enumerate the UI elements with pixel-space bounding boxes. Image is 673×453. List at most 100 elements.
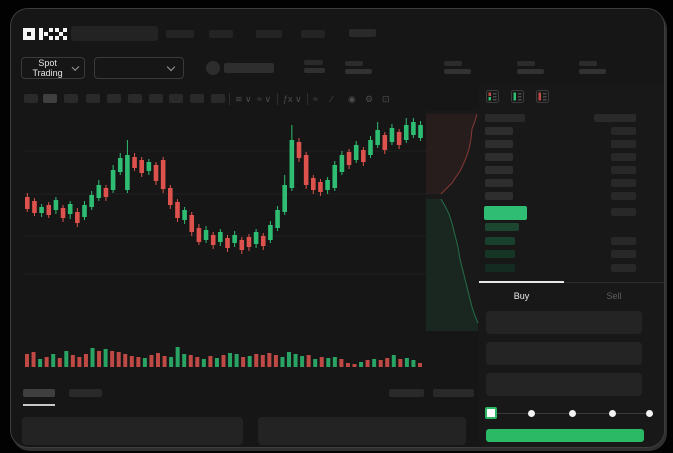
- top-nav-item[interactable]: [209, 30, 233, 38]
- bottom-tab-inactive[interactable]: [69, 389, 102, 397]
- volume-bar: [319, 357, 324, 367]
- candle-body: [239, 240, 245, 250]
- ask-price-placeholder[interactable]: [485, 179, 513, 187]
- timeframe-button[interactable]: [23, 94, 38, 103]
- snapshot-icon[interactable]: ◉: [348, 94, 356, 104]
- slider-stop[interactable]: [609, 410, 616, 417]
- slider-stop[interactable]: [646, 410, 653, 417]
- volume-bar: [234, 354, 239, 367]
- volume-bar: [418, 363, 422, 367]
- bid-amount-placeholder: [611, 236, 636, 245]
- volume-bar: [411, 360, 416, 367]
- slider-stop[interactable]: [569, 410, 576, 417]
- top-nav-item[interactable]: [166, 30, 194, 38]
- volume-bar: [260, 355, 265, 367]
- volume-bar: [359, 362, 364, 367]
- price-input[interactable]: [486, 311, 642, 334]
- timeframe-button[interactable]: [211, 94, 225, 103]
- top-nav-item[interactable]: [301, 30, 325, 38]
- candle-body: [82, 205, 87, 217]
- volume-bar: [306, 355, 311, 367]
- candle-body: [46, 205, 52, 215]
- price-placeholder: [304, 60, 323, 65]
- timeframe-button[interactable]: [64, 94, 79, 103]
- book-asks-icon[interactable]: [536, 90, 549, 103]
- candle-body: [346, 152, 352, 165]
- bottom-right-link-1[interactable]: [389, 389, 424, 397]
- ask-price-placeholder[interactable]: [485, 153, 513, 161]
- ask-amount-placeholder: [611, 153, 636, 161]
- volume-bar: [57, 358, 62, 367]
- candle-body: [403, 125, 409, 140]
- candle-style-icon[interactable]: ≋ ∨: [235, 94, 252, 104]
- volume-bar: [116, 352, 121, 367]
- open-orders-panel: [22, 417, 243, 445]
- stat-label-placeholder: [517, 61, 535, 66]
- toolbar-divider: [277, 93, 278, 105]
- candle-body: [339, 155, 345, 172]
- timeframe-button[interactable]: [190, 94, 205, 103]
- volume-bar: [378, 360, 383, 367]
- volume-bar: [70, 355, 75, 367]
- market-type-dropdown[interactable]: Spot Trading: [21, 57, 85, 79]
- bid-price-placeholder[interactable]: [485, 250, 515, 258]
- timeframe-button[interactable]: [42, 94, 57, 103]
- candle-body: [96, 185, 102, 198]
- timeframe-button[interactable]: [86, 94, 100, 103]
- buy-submit-button[interactable]: [486, 429, 644, 442]
- candle-body: [311, 178, 316, 190]
- tab-buy[interactable]: Buy: [513, 291, 530, 301]
- bid-price-placeholder[interactable]: [485, 263, 515, 272]
- market-type-label: Spot Trading: [32, 58, 63, 78]
- timeframe-button[interactable]: [148, 94, 163, 103]
- book-bids-icon[interactable]: [511, 90, 524, 103]
- bottom-right-link-2[interactable]: [433, 389, 474, 397]
- pair-dropdown[interactable]: [94, 57, 184, 79]
- candle-body: [210, 235, 216, 245]
- ask-price-placeholder[interactable]: [485, 140, 513, 148]
- candle-body: [168, 188, 173, 205]
- total-input[interactable]: [486, 373, 642, 396]
- candle-body: [110, 170, 116, 190]
- bid-price-placeholder[interactable]: [485, 223, 519, 231]
- volume-bar: [267, 353, 272, 367]
- global-search-input[interactable]: [71, 26, 158, 41]
- ask-price-placeholder[interactable]: [485, 166, 513, 174]
- volume-bar: [169, 357, 174, 367]
- top-right-menu-placeholder[interactable]: [349, 29, 376, 37]
- book-combined-icon[interactable]: [486, 90, 499, 103]
- volume-bar: [156, 353, 160, 367]
- volume-bar: [221, 355, 226, 367]
- indicators-icon[interactable]: ƒx ∨: [283, 94, 302, 104]
- timeframe-button[interactable]: [169, 94, 184, 103]
- ask-price-placeholder[interactable]: [485, 127, 513, 135]
- compare-icon[interactable]: ≈: [313, 94, 318, 104]
- top-nav-item[interactable]: [256, 30, 282, 38]
- slider-handle[interactable]: [485, 407, 497, 419]
- amount-input[interactable]: [486, 342, 642, 365]
- bids-depth-line: [440, 198, 479, 324]
- okx-logo[interactable]: [23, 27, 67, 41]
- ask-amount-placeholder: [611, 166, 636, 174]
- timeframe-button[interactable]: [107, 94, 121, 103]
- toolbar-divider: [307, 93, 308, 105]
- chart-settings-icon[interactable]: ⚙: [365, 94, 374, 104]
- slider-stop[interactable]: [528, 410, 535, 417]
- draw-tools-icon[interactable]: ∕: [331, 94, 333, 104]
- bid-amount-placeholder: [611, 250, 636, 258]
- timeframe-button[interactable]: [127, 94, 142, 103]
- candle-body: [132, 157, 137, 168]
- candle-body: [353, 145, 359, 160]
- bid-price-placeholder[interactable]: [485, 236, 515, 245]
- line-style-icon[interactable]: ≈ ∨: [257, 94, 272, 104]
- tab-sell[interactable]: Sell: [606, 291, 622, 301]
- fullscreen-icon[interactable]: ⊡: [382, 94, 390, 104]
- bottom-tab-active[interactable]: [23, 389, 55, 397]
- candle-body: [368, 140, 373, 155]
- candlestick-chart[interactable]: [23, 111, 428, 371]
- volume-bar: [241, 357, 246, 367]
- volume-bar: [103, 349, 108, 367]
- volume-bar: [404, 358, 409, 367]
- ask-price-placeholder[interactable]: [485, 192, 513, 200]
- candle-body: [225, 238, 230, 248]
